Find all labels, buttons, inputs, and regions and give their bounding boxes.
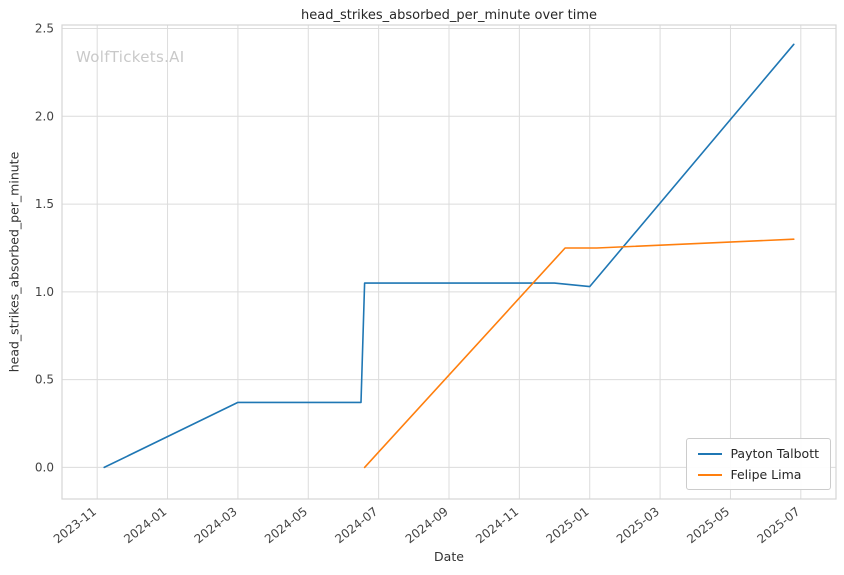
x-tick-label: 2025-05 [684,504,732,546]
y-tick-label: 2.0 [35,109,54,123]
series-line-felipe-lima [363,238,795,469]
x-tick-label: 2024-05 [262,504,310,546]
plot-border [61,24,837,500]
x-tick-label: 2024-03 [192,504,240,546]
legend-item: Payton Talbott [698,446,819,461]
y-axis-label: head_strikes_absorbed_per_minute [6,151,22,373]
legend-line-swatch-payton-talbott [698,452,723,455]
x-tick-label: 2025-01 [543,504,591,546]
x-tick-label: 2024-09 [403,504,451,546]
legend: Payton Talbott Felipe Lima [686,438,831,490]
y-tick-label: 0.5 [35,373,54,387]
x-tick-label: 2024-01 [121,504,169,546]
legend-item: Felipe Lima [698,467,819,482]
legend-line-swatch-felipe-lima [698,473,723,476]
legend-label: Felipe Lima [730,467,802,482]
x-tick-label: 2025-07 [755,504,803,546]
legend-label: Payton Talbott [730,446,819,461]
y-tick-label: 0.0 [35,460,54,474]
watermark: WolfTickets.AI [76,48,185,66]
series-line-payton-talbott [103,43,795,469]
x-axis-label: Date [434,549,464,564]
x-tick-label: 2024-11 [473,504,521,546]
chart-title: head_strikes_absorbed_per_minute over ti… [301,8,597,23]
y-tick-label: 1.5 [35,197,54,211]
x-tick-label: 2025-03 [614,504,662,546]
y-tick-label: 1.0 [35,285,54,299]
x-tick-label: 2024-07 [332,504,380,546]
x-tick-label: 2023-11 [51,504,99,546]
y-tick-label: 2.5 [35,22,54,36]
